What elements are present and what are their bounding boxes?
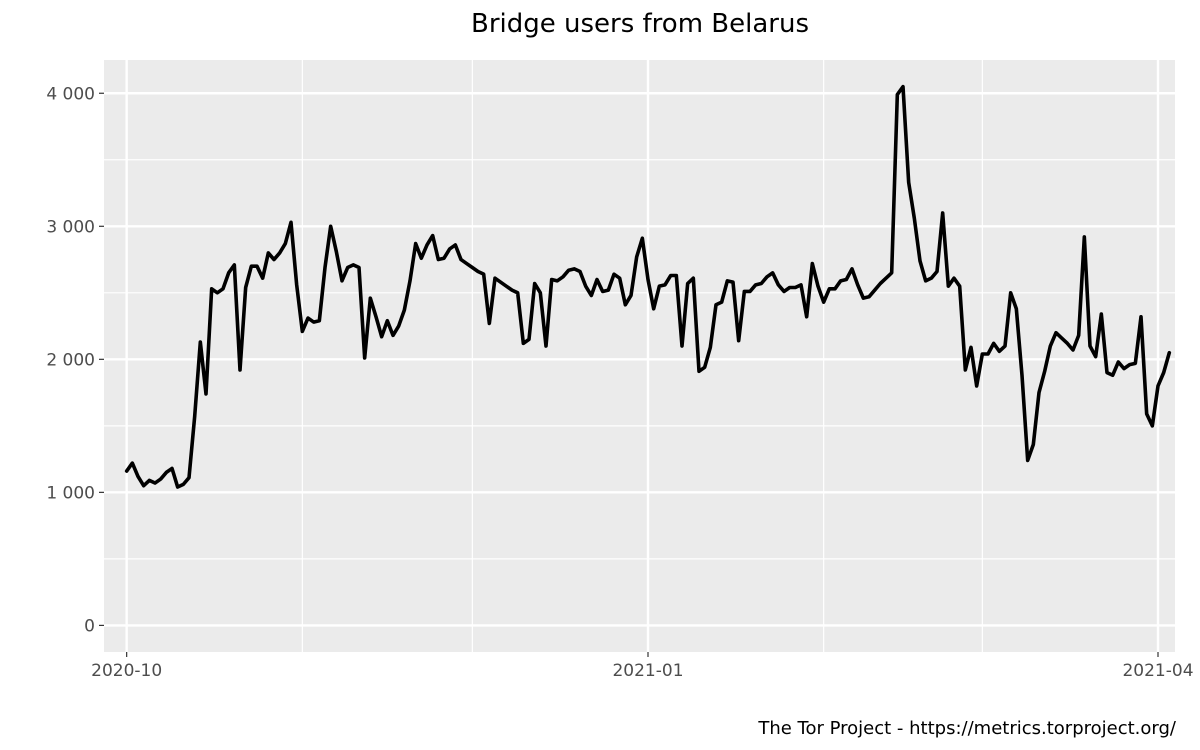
y-axis: 0 1 000 2 000 3 000 4 000	[46, 84, 104, 636]
minor-gridlines	[104, 60, 1175, 652]
major-gridlines	[104, 60, 1175, 652]
series-layer	[124, 84, 1172, 489]
y-tick-label: 0	[84, 616, 95, 636]
series-line	[124, 84, 1172, 489]
y-tick-label: 4 000	[46, 84, 95, 104]
x-tick-label: 2020-10	[91, 661, 162, 681]
x-tick-label: 2021-01	[612, 661, 683, 681]
y-tick-label: 1 000	[46, 483, 95, 503]
chart-caption: The Tor Project - https://metrics.torpro…	[757, 718, 1177, 739]
x-tick-label: 2021-04	[1122, 661, 1193, 681]
y-tick-label: 3 000	[46, 217, 95, 237]
y-tick-label: 2 000	[46, 350, 95, 370]
x-axis: 2020-10 2021-01 2021-04	[91, 652, 1194, 681]
chart-title: Bridge users from Belarus	[471, 9, 809, 39]
plot-panel	[104, 60, 1175, 652]
